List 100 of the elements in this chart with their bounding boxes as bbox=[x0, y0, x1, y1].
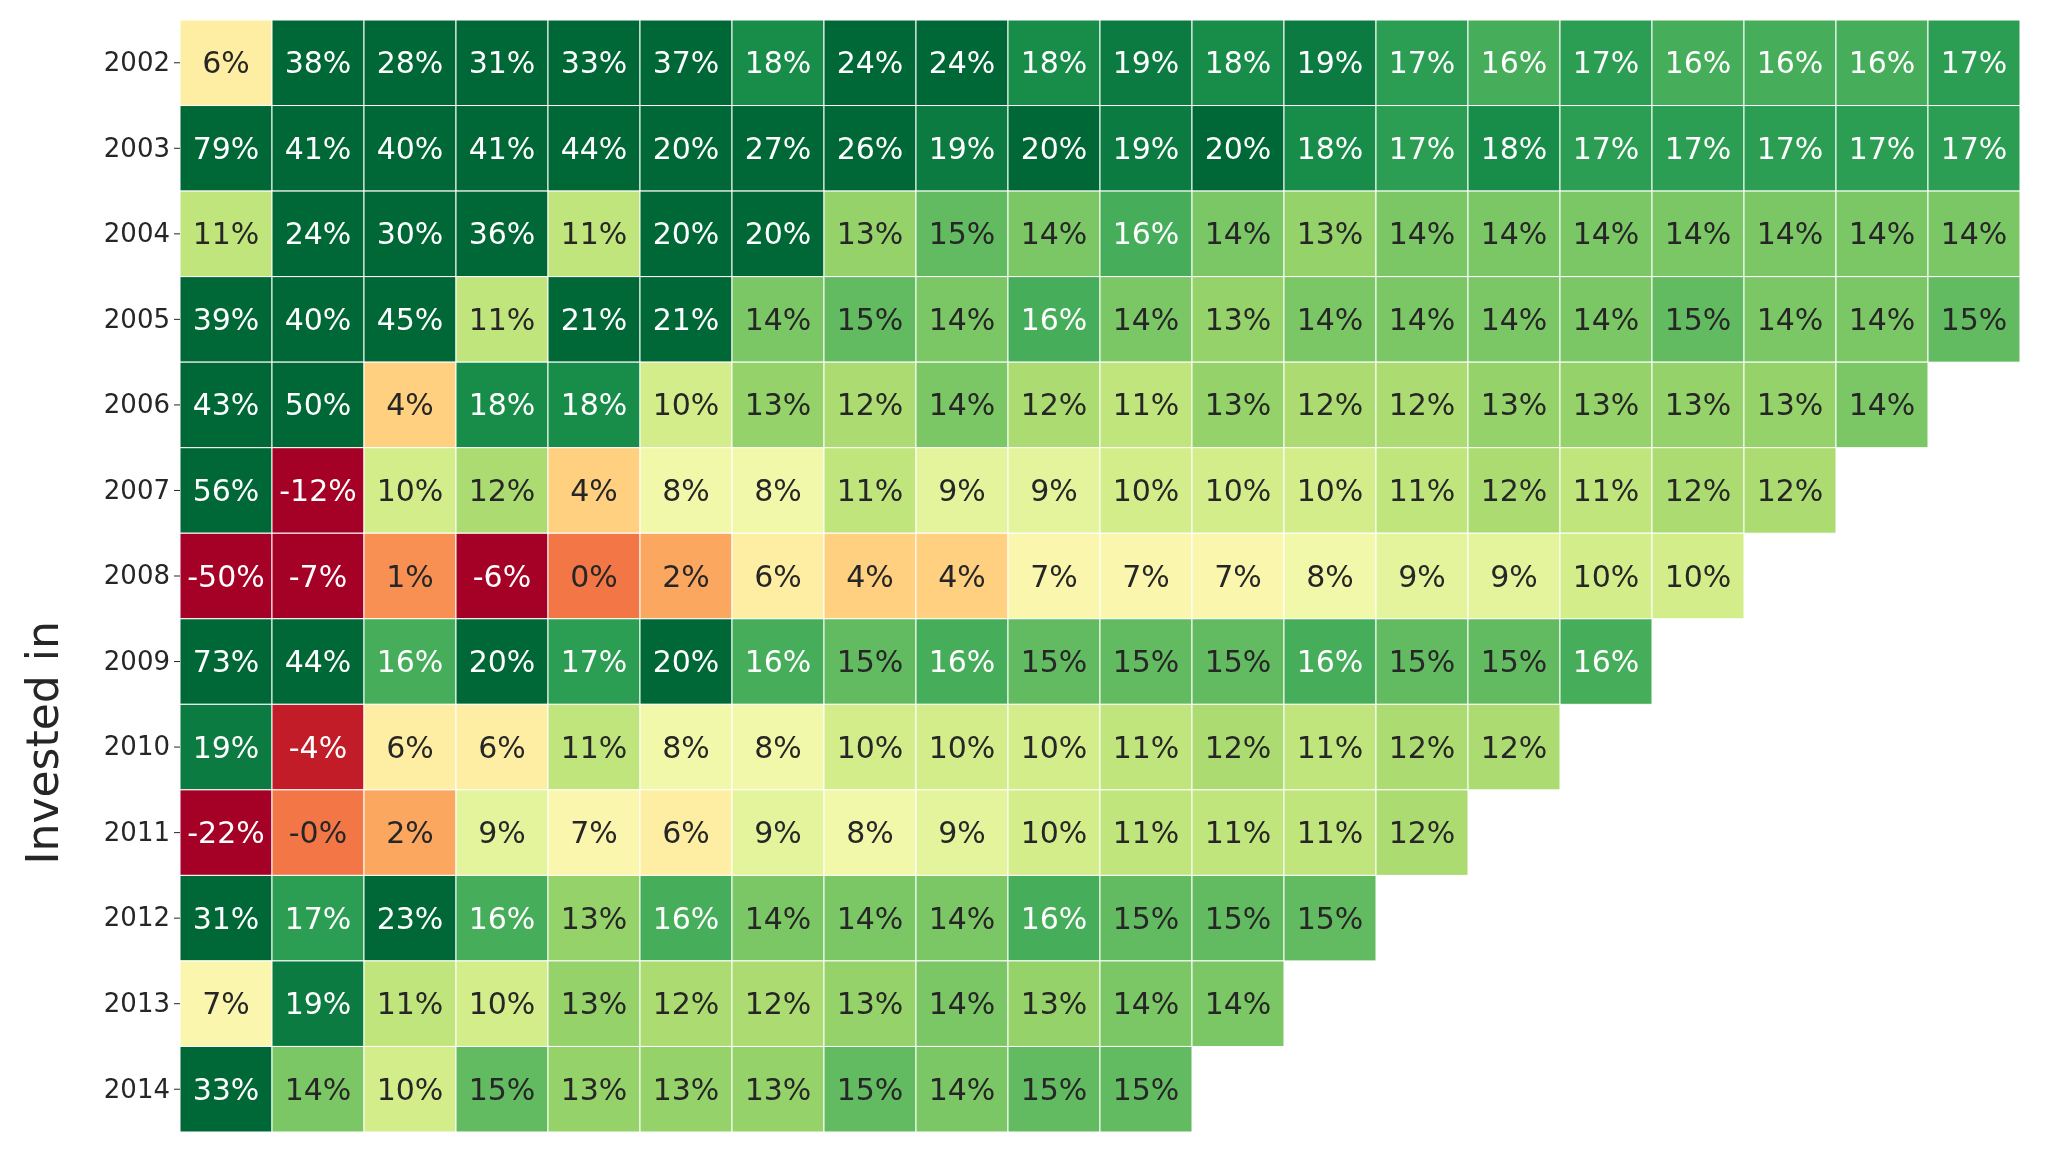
data-label: 14% bbox=[1204, 986, 1272, 1022]
data-label: 16% bbox=[376, 644, 444, 680]
data-label: 15% bbox=[836, 1071, 904, 1107]
data-label: 17% bbox=[1848, 130, 1916, 166]
data-label: 18% bbox=[1480, 130, 1548, 166]
data-label: 18% bbox=[1020, 45, 1088, 81]
data-label: 16% bbox=[928, 644, 996, 680]
data-label: 9% bbox=[478, 815, 526, 851]
data-label: 13% bbox=[1296, 216, 1364, 252]
data-label: 10% bbox=[376, 472, 444, 508]
data-label: 38% bbox=[284, 45, 352, 81]
data-label: 15% bbox=[1204, 900, 1272, 936]
data-label: 6% bbox=[754, 558, 802, 594]
data-label: 10% bbox=[376, 1071, 444, 1107]
data-label: 11% bbox=[1112, 729, 1180, 765]
data-label: 79% bbox=[192, 130, 260, 166]
data-label: 8% bbox=[846, 815, 894, 851]
data-label: 17% bbox=[1572, 130, 1640, 166]
data-label: 15% bbox=[1296, 900, 1364, 936]
data-label: 13% bbox=[1204, 387, 1272, 423]
data-label: 11% bbox=[192, 216, 260, 252]
data-label: 15% bbox=[836, 644, 904, 680]
data-label: 16% bbox=[1020, 301, 1088, 337]
data-label: 12% bbox=[836, 387, 904, 423]
data-label: 15% bbox=[1204, 644, 1272, 680]
data-label: 17% bbox=[1572, 45, 1640, 81]
y-tick-label: 2008 bbox=[103, 560, 170, 591]
data-label: 10% bbox=[928, 729, 996, 765]
data-label: 33% bbox=[560, 45, 628, 81]
data-label: 19% bbox=[1112, 130, 1180, 166]
data-label: 0% bbox=[570, 558, 618, 594]
data-label: 18% bbox=[1296, 130, 1364, 166]
data-label: 13% bbox=[652, 1071, 720, 1107]
data-label: 16% bbox=[1572, 644, 1640, 680]
data-label: 11% bbox=[1572, 472, 1640, 508]
data-label: 12% bbox=[1296, 387, 1364, 423]
data-label: 37% bbox=[652, 45, 720, 81]
data-label: 14% bbox=[1848, 216, 1916, 252]
data-label: 56% bbox=[192, 472, 260, 508]
data-label: 4% bbox=[570, 472, 618, 508]
data-label: 31% bbox=[192, 900, 260, 936]
data-label: 19% bbox=[1296, 45, 1364, 81]
data-label: 45% bbox=[376, 301, 444, 337]
data-label: 20% bbox=[468, 644, 536, 680]
data-label: 15% bbox=[1020, 644, 1088, 680]
data-label: -12% bbox=[279, 472, 357, 508]
data-label: 15% bbox=[928, 216, 996, 252]
data-label: 44% bbox=[560, 130, 628, 166]
data-label: -22% bbox=[187, 815, 265, 851]
data-label: 6% bbox=[478, 729, 526, 765]
data-label: 9% bbox=[1398, 558, 1446, 594]
data-label: 14% bbox=[1388, 301, 1456, 337]
data-label: 10% bbox=[1664, 558, 1732, 594]
data-label: 21% bbox=[560, 301, 628, 337]
data-label: 15% bbox=[1020, 1071, 1088, 1107]
data-label: 20% bbox=[1020, 130, 1088, 166]
data-label: 7% bbox=[1030, 558, 1078, 594]
data-label: 7% bbox=[1214, 558, 1262, 594]
data-label: 16% bbox=[744, 644, 812, 680]
data-label: 12% bbox=[744, 986, 812, 1022]
data-label: 14% bbox=[1388, 216, 1456, 252]
data-label: 11% bbox=[1112, 815, 1180, 851]
data-label: 15% bbox=[1112, 1071, 1180, 1107]
data-label: 15% bbox=[468, 1071, 536, 1107]
data-label: 17% bbox=[1756, 130, 1824, 166]
data-label: 17% bbox=[1388, 130, 1456, 166]
data-label: -7% bbox=[288, 558, 348, 594]
data-label: 14% bbox=[1756, 216, 1824, 252]
data-label: 12% bbox=[1756, 472, 1824, 508]
data-label: 13% bbox=[836, 216, 904, 252]
data-label: 20% bbox=[1204, 130, 1272, 166]
y-tick-label: 2004 bbox=[103, 218, 170, 249]
y-tick-label: 2014 bbox=[103, 1073, 170, 1104]
data-label: 16% bbox=[1020, 900, 1088, 936]
y-tick-label: 2006 bbox=[103, 389, 170, 420]
data-label: 18% bbox=[468, 387, 536, 423]
data-label: 14% bbox=[1020, 216, 1088, 252]
data-label: 20% bbox=[652, 216, 720, 252]
data-label: 11% bbox=[560, 216, 628, 252]
data-label: 8% bbox=[662, 472, 710, 508]
data-label: 13% bbox=[1572, 387, 1640, 423]
y-tick-label: 2012 bbox=[103, 902, 170, 933]
data-label: 14% bbox=[744, 900, 812, 936]
data-label: 19% bbox=[192, 729, 260, 765]
data-label: 12% bbox=[1480, 729, 1548, 765]
data-label: -6% bbox=[472, 558, 532, 594]
y-axis-title: Invested in bbox=[17, 621, 68, 865]
data-label: 43% bbox=[192, 387, 260, 423]
data-label: 10% bbox=[1572, 558, 1640, 594]
data-label: 14% bbox=[1112, 301, 1180, 337]
data-label: 27% bbox=[744, 130, 812, 166]
data-label: 17% bbox=[284, 900, 352, 936]
data-label: 15% bbox=[1388, 644, 1456, 680]
data-label: 14% bbox=[928, 986, 996, 1022]
data-label: 12% bbox=[1664, 472, 1732, 508]
data-label: 41% bbox=[284, 130, 352, 166]
data-label: 9% bbox=[754, 815, 802, 851]
data-label: 24% bbox=[836, 45, 904, 81]
data-label: 12% bbox=[1020, 387, 1088, 423]
data-label: 13% bbox=[1480, 387, 1548, 423]
